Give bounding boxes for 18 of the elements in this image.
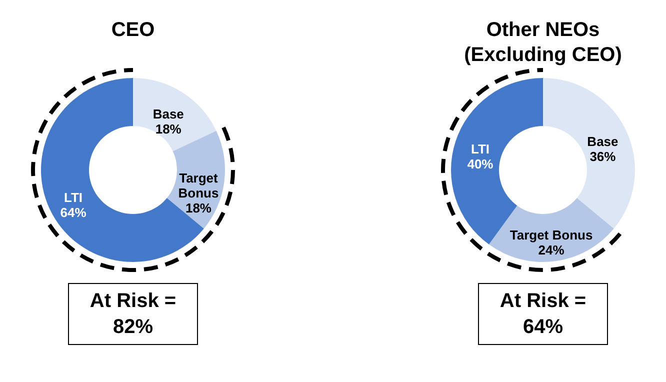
slice-label: Base (152, 106, 184, 122)
text: At Risk = 64% (478, 283, 608, 345)
data-label: 64% (60, 205, 87, 220)
slice-label: Target Bonus (510, 227, 593, 242)
text: At Risk = 82% (68, 283, 198, 345)
data-label: 24% (538, 242, 565, 258)
donut-slice (133, 78, 216, 152)
data-label: 40% (467, 156, 494, 172)
data-label: 18% (185, 200, 212, 216)
data-label: 18% (155, 121, 182, 136)
slice-label: Base (587, 134, 618, 149)
data-label: 36% (590, 148, 616, 164)
slice-label: Target Bonus (178, 170, 219, 200)
chart-title: Other NEOs (Excluding CEO) (463, 18, 623, 68)
donut-slice (543, 78, 635, 229)
slice-label: LTI (470, 142, 490, 157)
chart-title: CEO (110, 18, 156, 43)
slice-label: LTI (64, 190, 83, 206)
